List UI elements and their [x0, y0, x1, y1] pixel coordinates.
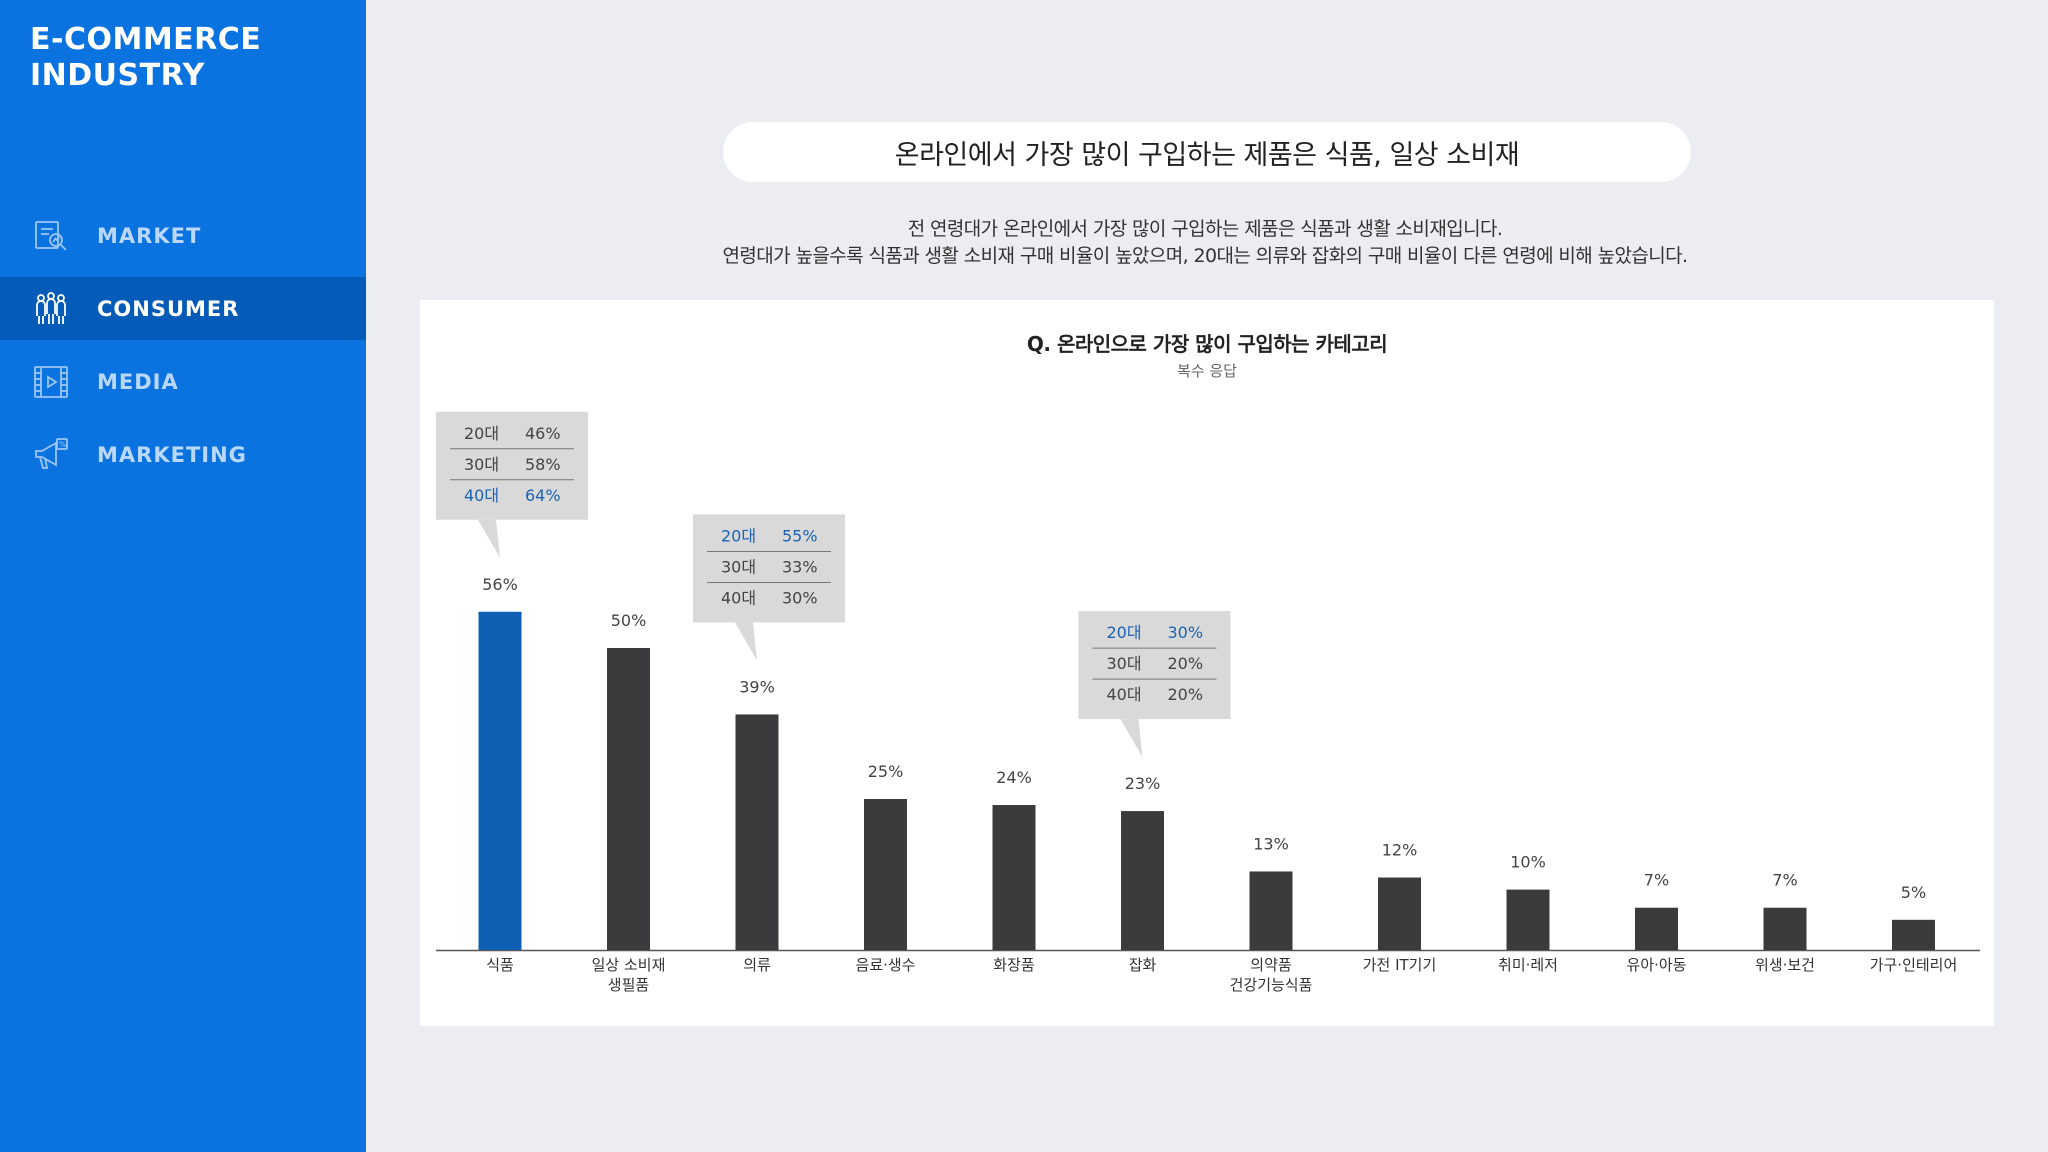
- callout-value: 30%: [1168, 623, 1204, 642]
- bar: [1635, 907, 1678, 950]
- callout-value: 20%: [1168, 685, 1204, 704]
- x-tick-label-line: 생필품: [608, 976, 649, 994]
- x-tick-label-line: 화장품: [993, 956, 1034, 974]
- sidebar-item-media[interactable]: MEDIA: [0, 350, 366, 413]
- brand-title: E-COMMERCE INDUSTRY: [30, 22, 262, 93]
- x-tick-label-line: 가구·인테리어: [1870, 956, 1958, 974]
- description-line: 연령대가 높을수록 식품과 생활 소비재 구매 비율이 높았으며, 20대는 의…: [722, 245, 1689, 267]
- callout-pointer: [478, 519, 500, 558]
- x-tick-label: 의류: [743, 956, 771, 974]
- chart-subtitle: 복수 응답: [1177, 362, 1237, 380]
- callout-age: 20대: [464, 424, 499, 443]
- callout-age: 30대: [1107, 654, 1142, 673]
- data-label: 7%: [1644, 871, 1669, 890]
- callout-box: [1078, 611, 1231, 720]
- bar: [735, 714, 779, 950]
- data-label: 12%: [1382, 841, 1418, 860]
- callout-age: 30대: [464, 455, 499, 474]
- callout-value: 46%: [525, 424, 561, 443]
- consumer-group-icon: [32, 290, 70, 328]
- x-tick-label: 가구·인테리어: [1870, 956, 1958, 974]
- x-tick-label: 위생·보건: [1755, 956, 1815, 974]
- sidebar-item-label: CONSUMER: [97, 296, 240, 321]
- x-tick-label-line: 유아·아동: [1627, 956, 1687, 974]
- x-tick-label-line: 가전 IT기기: [1363, 956, 1437, 974]
- bar: [478, 611, 522, 950]
- data-label: 39%: [739, 677, 775, 696]
- callout-pointer: [735, 622, 757, 661]
- market-report-icon: [32, 217, 70, 255]
- callout-pointer: [1120, 719, 1143, 758]
- sidebar-item-marketing[interactable]: % MARKETING: [0, 423, 366, 486]
- data-label: 23%: [1125, 774, 1161, 793]
- sidebar: E-COMMERCE INDUSTRY MARKET: [0, 0, 366, 1152]
- callout-age: 20대: [1107, 623, 1142, 642]
- description-line: 전 연령대가 온라인에서 가장 많이 구입하는 제품은 식품과 생활 소비재입니…: [907, 218, 1503, 240]
- callout-value: 64%: [525, 486, 561, 505]
- callout-value: 58%: [525, 455, 561, 474]
- data-label: 5%: [1901, 883, 1926, 902]
- x-tick-label: 음료·생수: [856, 956, 916, 974]
- media-video-icon: [32, 363, 70, 401]
- bar: [864, 799, 907, 950]
- callout-age: 40대: [721, 588, 756, 607]
- headline: 온라인에서 가장 많이 구입하는 제품은 식품, 일상 소비재: [723, 122, 1691, 182]
- x-tick-label: 잡화: [1129, 956, 1157, 974]
- x-tick-label-line: 의약품: [1250, 956, 1291, 974]
- chart-card: Q. 온라인으로 가장 많이 구입하는 카테고리 복수 응답 56% 식품 50% 일…: [420, 300, 1994, 1026]
- sidebar-item-label: MARKET: [97, 223, 202, 248]
- callout-value: 30%: [782, 588, 818, 607]
- x-tick-label-line: 의류: [743, 956, 771, 974]
- data-label: 13%: [1253, 834, 1289, 853]
- megaphone-icon: %: [32, 436, 70, 474]
- x-tick-label-line: 잡화: [1129, 956, 1157, 974]
- callout-age: 40대: [464, 486, 499, 505]
- bar: [1763, 907, 1807, 950]
- sidebar-item-label: MARKETING: [97, 442, 247, 467]
- bar: [1378, 877, 1421, 950]
- description: 전 연령대가 온라인에서 가장 많이 구입하는 제품은 식품과 생활 소비재입니…: [560, 216, 1850, 270]
- sidebar-item-market[interactable]: MARKET: [0, 204, 366, 267]
- x-tick-label-line: 위생·보건: [1755, 956, 1815, 974]
- callout-value: 33%: [782, 557, 818, 576]
- sidebar-item-label: MEDIA: [97, 369, 179, 394]
- x-tick-label: 가전 IT기기: [1363, 956, 1437, 974]
- data-label: 50%: [611, 611, 647, 630]
- svg-text:%: %: [59, 440, 67, 449]
- sidebar-item-consumer[interactable]: CONSUMER: [0, 277, 366, 340]
- chart-title: Q. 온라인으로 가장 많이 구입하는 카테고리: [1026, 332, 1388, 356]
- data-label: 25%: [868, 762, 904, 781]
- bar: [1506, 889, 1550, 950]
- bar: [1892, 919, 1935, 950]
- x-tick-label-line: 건강기능식품: [1230, 976, 1313, 994]
- x-tick-label-line: 음료·생수: [856, 956, 916, 974]
- callout-value: 20%: [1168, 654, 1204, 673]
- bar: [1249, 871, 1293, 950]
- callout-box: [693, 514, 845, 623]
- x-tick-label: 유아·아동: [1627, 956, 1687, 974]
- callout-value: 55%: [782, 526, 818, 545]
- callout-age: 20대: [721, 526, 756, 545]
- callout-age: 30대: [721, 557, 756, 576]
- sidebar-nav: MARKET CONSUMER: [0, 204, 366, 496]
- bar: [607, 648, 650, 950]
- data-label: 7%: [1772, 871, 1797, 890]
- x-tick-label-line: 일상 소비재: [592, 956, 666, 974]
- x-tick-label: 화장품: [993, 956, 1034, 974]
- data-label: 10%: [1510, 853, 1546, 872]
- data-label: 24%: [996, 768, 1032, 787]
- data-label: 56%: [482, 575, 518, 594]
- bar: [992, 805, 1036, 950]
- bar: [1121, 811, 1164, 950]
- callout-box: [436, 411, 588, 520]
- x-tick-label-line: 식품: [486, 956, 514, 974]
- x-tick-label: 식품: [486, 956, 514, 974]
- x-tick-label: 취미·레저: [1498, 956, 1558, 974]
- x-tick-label-line: 취미·레저: [1498, 956, 1558, 974]
- callout-age: 40대: [1107, 685, 1142, 704]
